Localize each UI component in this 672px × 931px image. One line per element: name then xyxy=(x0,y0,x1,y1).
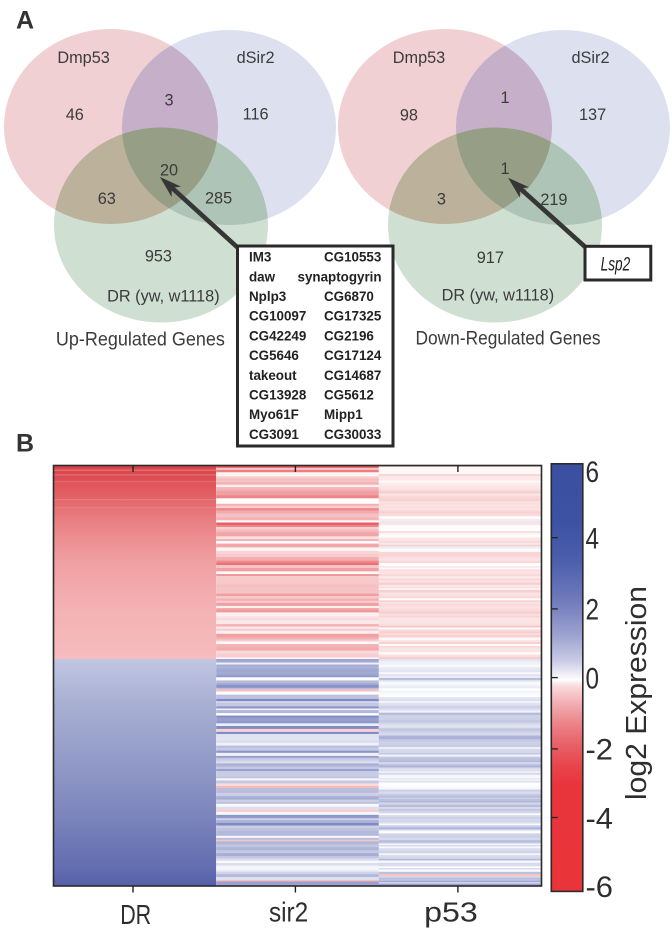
svg-text:p53: p53 xyxy=(424,897,478,928)
svg-text:CG13928: CG13928 xyxy=(249,388,307,403)
svg-text:20: 20 xyxy=(160,162,178,180)
svg-text:-2: -2 xyxy=(586,734,614,767)
svg-text:98: 98 xyxy=(400,106,418,124)
svg-text:Up-Regulated Genes: Up-Regulated Genes xyxy=(56,329,225,351)
svg-text:3: 3 xyxy=(164,91,173,109)
svg-text:4: 4 xyxy=(586,523,600,556)
svg-text:Mipp1: Mipp1 xyxy=(324,407,363,422)
svg-text:CG30033: CG30033 xyxy=(324,427,381,442)
svg-text:Dmp53: Dmp53 xyxy=(393,49,446,67)
svg-text:IM3: IM3 xyxy=(249,250,271,265)
svg-text:CG10553: CG10553 xyxy=(324,250,381,265)
svg-text:CG14687: CG14687 xyxy=(324,368,381,383)
svg-text:Lsp2: Lsp2 xyxy=(601,254,631,275)
svg-text:285: 285 xyxy=(205,190,232,208)
svg-text:46: 46 xyxy=(66,106,84,124)
svg-text:CG3091: CG3091 xyxy=(249,427,299,442)
svg-text:953: 953 xyxy=(145,248,172,266)
svg-text:116: 116 xyxy=(243,106,269,124)
svg-text:CG17124: CG17124 xyxy=(324,348,382,363)
svg-text:CG10097: CG10097 xyxy=(249,309,306,324)
svg-text:CG5646: CG5646 xyxy=(249,348,299,363)
svg-text:B: B xyxy=(16,430,34,458)
svg-text:1: 1 xyxy=(500,160,509,178)
svg-text:Dmp53: Dmp53 xyxy=(57,49,110,67)
svg-text:A: A xyxy=(16,6,34,34)
svg-text:CG5612: CG5612 xyxy=(324,388,374,403)
svg-text:dSir2: dSir2 xyxy=(571,49,609,67)
svg-text:-6: -6 xyxy=(586,871,614,904)
svg-text:log2 Expression: log2 Expression xyxy=(621,586,653,800)
svg-text:synaptogyrin: synaptogyrin xyxy=(298,269,382,284)
svg-text:CG17325: CG17325 xyxy=(324,309,382,324)
svg-text:917: 917 xyxy=(477,249,504,267)
svg-text:CG2196: CG2196 xyxy=(324,328,374,343)
svg-text:daw: daw xyxy=(249,269,276,284)
svg-text:137: 137 xyxy=(579,106,606,124)
svg-text:3: 3 xyxy=(437,190,446,208)
svg-text:Nplp3: Nplp3 xyxy=(249,289,286,304)
svg-text:1: 1 xyxy=(500,89,509,107)
svg-text:2: 2 xyxy=(586,594,600,627)
svg-text:sir2: sir2 xyxy=(269,897,308,928)
svg-text:CG42249: CG42249 xyxy=(249,328,306,343)
svg-text:Down-Regulated Genes: Down-Regulated Genes xyxy=(416,328,601,350)
svg-text:DR: DR xyxy=(120,899,151,930)
svg-text:63: 63 xyxy=(98,190,116,208)
svg-text:DR (yw, w1118): DR (yw, w1118) xyxy=(442,286,555,304)
svg-text:219: 219 xyxy=(540,191,567,209)
svg-text:dSir2: dSir2 xyxy=(237,49,275,67)
svg-text:0: 0 xyxy=(586,662,600,695)
svg-text:-4: -4 xyxy=(586,802,614,835)
svg-text:DR (yw, w1118): DR (yw, w1118) xyxy=(107,288,220,306)
svg-text:CG6870: CG6870 xyxy=(324,289,374,304)
svg-text:Myo61F: Myo61F xyxy=(249,407,299,422)
svg-text:takeout: takeout xyxy=(249,368,297,383)
svg-text:6: 6 xyxy=(586,456,600,489)
